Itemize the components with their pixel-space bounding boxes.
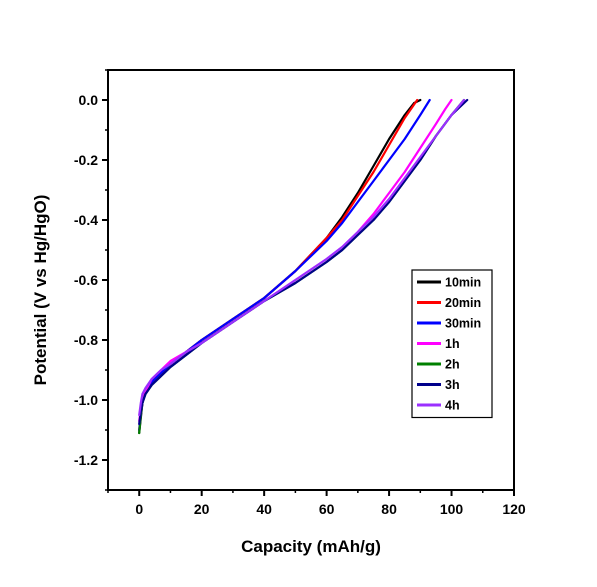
y-tick-label: -0.8: [74, 332, 98, 348]
y-tick-label: -0.6: [74, 272, 98, 288]
legend-label: 10min: [445, 276, 481, 290]
y-tick-label: 0.0: [79, 92, 99, 108]
y-tick-label: -0.2: [74, 152, 98, 168]
y-tick-label: -0.4: [74, 212, 98, 228]
y-tick-label: -1.0: [74, 392, 98, 408]
x-tick-label: 20: [194, 501, 210, 517]
x-tick-label: 80: [381, 501, 397, 517]
x-tick-label: 0: [135, 501, 143, 517]
x-tick-label: 60: [319, 501, 335, 517]
x-axis-title: Capacity (mAh/g): [241, 537, 381, 556]
series-line-4h: [138, 98, 466, 417]
legend-label: 30min: [445, 317, 481, 331]
legend-label: 2h: [445, 358, 460, 372]
legend-label: 20min: [445, 296, 481, 310]
ticks-layer: 0 20 40 60 80 100 120 0.0 -0.2 -0.4 -0.6 -0.8 -1.0 -1…: [74, 69, 526, 517]
legend-label: 3h: [445, 378, 460, 392]
y-tick-label: -1.2: [74, 452, 98, 468]
x-tick-label: 120: [502, 501, 526, 517]
legend-label: 1h: [445, 337, 460, 351]
series-layer: [138, 98, 469, 435]
x-tick-label: 100: [440, 501, 464, 517]
legend: 10min 20min 30min 1h 2h 3h 4h: [411, 269, 493, 419]
x-tick-label: 40: [256, 501, 272, 517]
series-line-3h: [138, 98, 469, 426]
legend-label: 4h: [445, 399, 460, 413]
y-axis-title: Potential (V vs Hg/HgO): [31, 195, 50, 386]
